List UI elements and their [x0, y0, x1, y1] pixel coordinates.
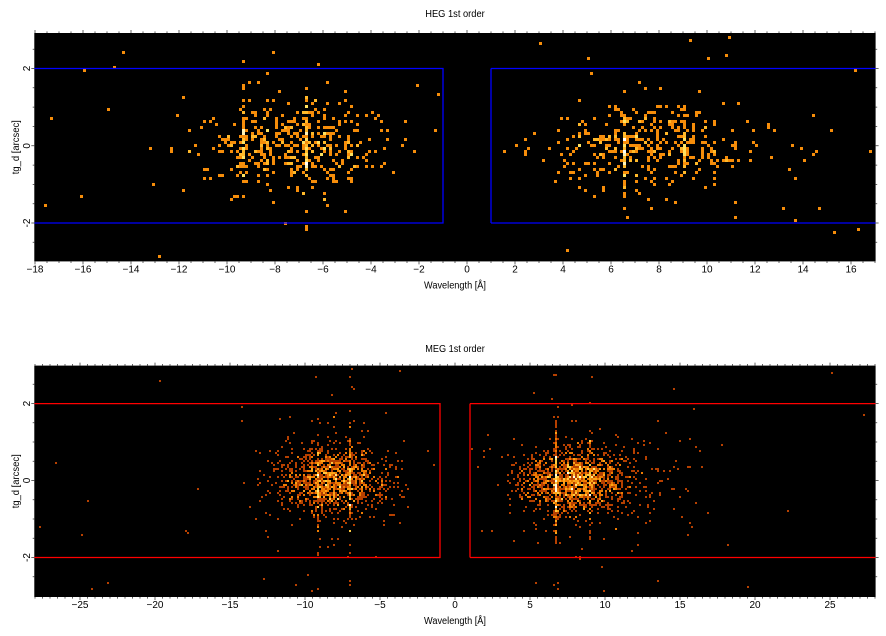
- svg-text:tg_d [arcsec]: tg_d [arcsec]: [11, 120, 22, 174]
- svg-text:MEG 1st order: MEG 1st order: [425, 344, 485, 355]
- svg-text:0: 0: [452, 600, 458, 611]
- svg-text:2: 2: [512, 264, 518, 275]
- svg-text:−6: −6: [317, 264, 329, 275]
- svg-text:4: 4: [560, 264, 566, 275]
- svg-text:0: 0: [464, 264, 470, 275]
- svg-text:−15: −15: [222, 600, 239, 611]
- svg-text:−5: −5: [374, 600, 386, 611]
- svg-text:20: 20: [749, 600, 761, 611]
- svg-text:12: 12: [749, 264, 761, 275]
- svg-text:−12: −12: [171, 264, 188, 275]
- svg-text:HEG 1st order: HEG 1st order: [425, 9, 485, 20]
- svg-text:Wavelength [Å]: Wavelength [Å]: [424, 279, 486, 292]
- svg-text:−10: −10: [297, 600, 314, 611]
- svg-text:6: 6: [608, 264, 614, 275]
- svg-text:2: 2: [22, 400, 33, 406]
- svg-text:−8: −8: [269, 264, 281, 275]
- svg-text:14: 14: [797, 264, 809, 275]
- svg-text:10: 10: [701, 264, 713, 275]
- svg-text:0: 0: [22, 477, 33, 483]
- svg-text:-2: -2: [22, 218, 33, 227]
- svg-text:25: 25: [824, 600, 836, 611]
- svg-text:2: 2: [22, 65, 33, 71]
- svg-text:0: 0: [22, 143, 33, 149]
- svg-text:−2: −2: [413, 264, 425, 275]
- svg-text:5: 5: [527, 600, 533, 611]
- svg-text:tg_d [arcsec]: tg_d [arcsec]: [11, 454, 22, 508]
- svg-text:−4: −4: [365, 264, 377, 275]
- svg-text:Wavelength [Å]: Wavelength [Å]: [424, 614, 486, 627]
- svg-text:−10: −10: [219, 264, 236, 275]
- svg-text:10: 10: [599, 600, 611, 611]
- svg-text:-2: -2: [22, 553, 33, 562]
- svg-text:8: 8: [656, 264, 662, 275]
- svg-text:−25: −25: [72, 600, 89, 611]
- svg-text:−14: −14: [123, 264, 140, 275]
- svg-text:−20: −20: [147, 600, 164, 611]
- svg-text:−18: −18: [27, 264, 44, 275]
- svg-text:15: 15: [674, 600, 686, 611]
- svg-text:−16: −16: [75, 264, 92, 275]
- svg-text:16: 16: [845, 264, 857, 275]
